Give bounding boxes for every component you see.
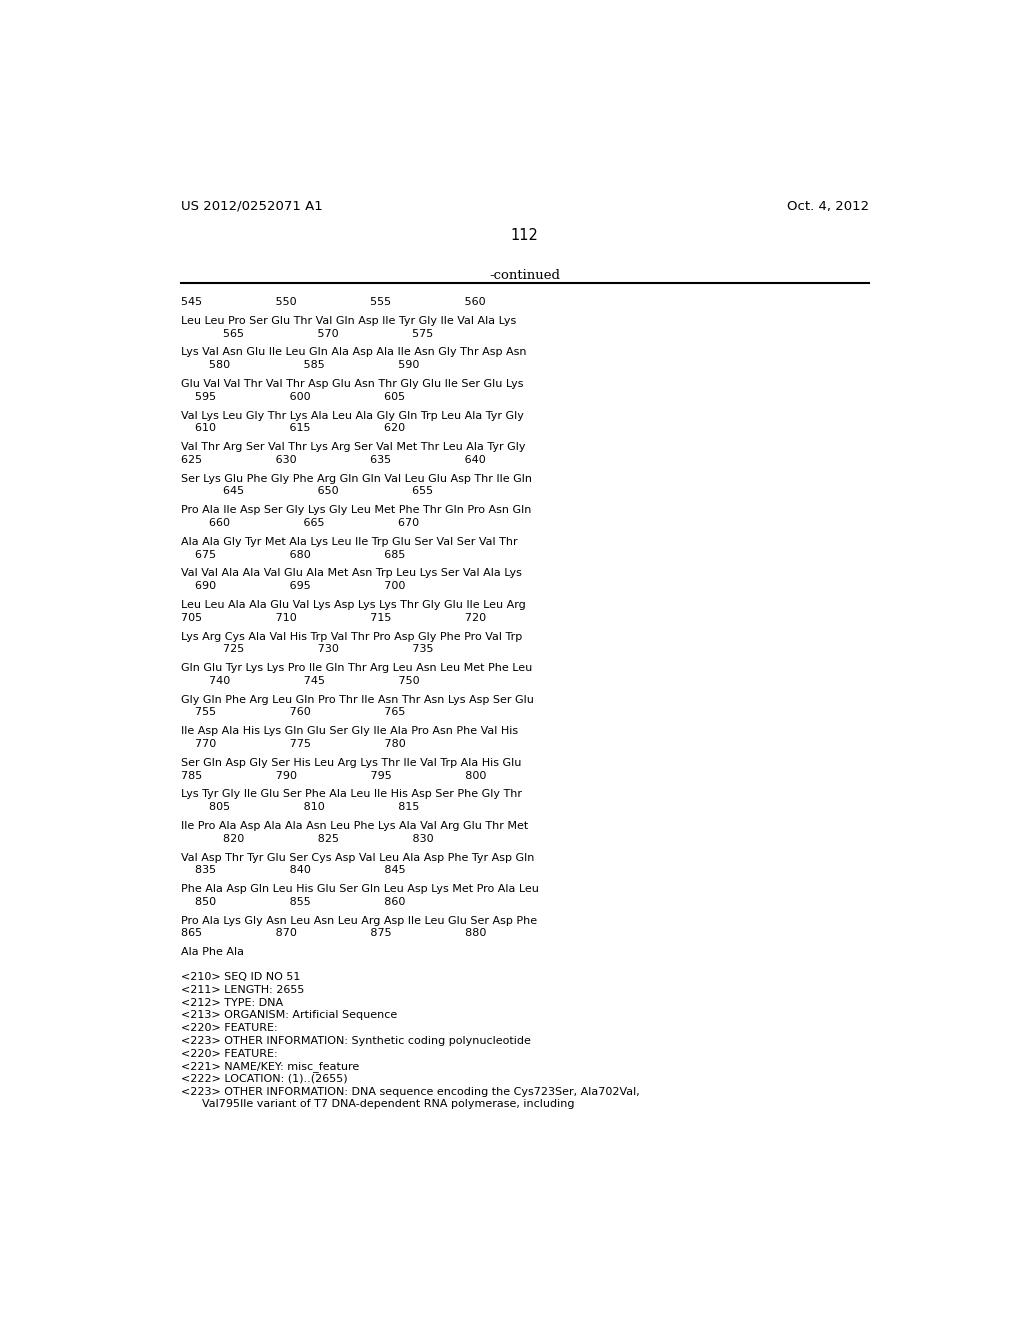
Text: Phe Ala Asp Gln Leu His Glu Ser Gln Leu Asp Lys Met Pro Ala Leu: Phe Ala Asp Gln Leu His Glu Ser Gln Leu … [180,884,539,894]
Text: 595                     600                     605: 595 600 605 [180,392,404,401]
Text: Gly Gln Phe Arg Leu Gln Pro Thr Ile Asn Thr Asn Lys Asp Ser Glu: Gly Gln Phe Arg Leu Gln Pro Thr Ile Asn … [180,694,534,705]
Text: Val Thr Arg Ser Val Thr Lys Arg Ser Val Met Thr Leu Ala Tyr Gly: Val Thr Arg Ser Val Thr Lys Arg Ser Val … [180,442,525,453]
Text: <222> LOCATION: (1)..(2655): <222> LOCATION: (1)..(2655) [180,1074,347,1084]
Text: 755                     760                     765: 755 760 765 [180,708,406,717]
Text: Leu Leu Pro Ser Glu Thr Val Gln Asp Ile Tyr Gly Ile Val Ala Lys: Leu Leu Pro Ser Glu Thr Val Gln Asp Ile … [180,315,516,326]
Text: Oct. 4, 2012: Oct. 4, 2012 [786,199,869,213]
Text: <220> FEATURE:: <220> FEATURE: [180,1048,278,1059]
Text: Lys Val Asn Glu Ile Leu Gln Ala Asp Ala Ile Asn Gly Thr Asp Asn: Lys Val Asn Glu Ile Leu Gln Ala Asp Ala … [180,347,526,358]
Text: -continued: -continued [489,269,560,282]
Text: 785                     790                     795                     800: 785 790 795 800 [180,771,486,780]
Text: 660                     665                     670: 660 665 670 [180,517,419,528]
Text: Gln Glu Tyr Lys Lys Pro Ile Gln Thr Arg Leu Asn Leu Met Phe Leu: Gln Glu Tyr Lys Lys Pro Ile Gln Thr Arg … [180,663,531,673]
Text: 740                     745                     750: 740 745 750 [180,676,419,686]
Text: Val Asp Thr Tyr Glu Ser Cys Asp Val Leu Ala Asp Phe Tyr Asp Gln: Val Asp Thr Tyr Glu Ser Cys Asp Val Leu … [180,853,535,862]
Text: <210> SEQ ID NO 51: <210> SEQ ID NO 51 [180,973,300,982]
Text: Ser Gln Asp Gly Ser His Leu Arg Lys Thr Ile Val Trp Ala His Glu: Ser Gln Asp Gly Ser His Leu Arg Lys Thr … [180,758,521,768]
Text: 705                     710                     715                     720: 705 710 715 720 [180,612,485,623]
Text: <223> OTHER INFORMATION: DNA sequence encoding the Cys723Ser, Ala702Val,: <223> OTHER INFORMATION: DNA sequence en… [180,1086,639,1097]
Text: <212> TYPE: DNA: <212> TYPE: DNA [180,998,283,1007]
Text: Ser Lys Glu Phe Gly Phe Arg Gln Gln Val Leu Glu Asp Thr Ile Gln: Ser Lys Glu Phe Gly Phe Arg Gln Gln Val … [180,474,531,483]
Text: 865                     870                     875                     880: 865 870 875 880 [180,928,486,939]
Text: <211> LENGTH: 2655: <211> LENGTH: 2655 [180,985,304,995]
Text: Lys Arg Cys Ala Val His Trp Val Thr Pro Asp Gly Phe Pro Val Trp: Lys Arg Cys Ala Val His Trp Val Thr Pro … [180,631,522,642]
Text: 725                     730                     735: 725 730 735 [180,644,433,655]
Text: Ile Asp Ala His Lys Gln Glu Ser Gly Ile Ala Pro Asn Phe Val His: Ile Asp Ala His Lys Gln Glu Ser Gly Ile … [180,726,518,737]
Text: Pro Ala Lys Gly Asn Leu Asn Leu Arg Asp Ile Leu Glu Ser Asp Phe: Pro Ala Lys Gly Asn Leu Asn Leu Arg Asp … [180,916,537,925]
Text: Pro Ala Ile Asp Ser Gly Lys Gly Leu Met Phe Thr Gln Pro Asn Gln: Pro Ala Ile Asp Ser Gly Lys Gly Leu Met … [180,506,531,515]
Text: <221> NAME/KEY: misc_feature: <221> NAME/KEY: misc_feature [180,1061,359,1072]
Text: 112: 112 [511,228,539,243]
Text: <220> FEATURE:: <220> FEATURE: [180,1023,278,1034]
Text: Glu Val Val Thr Val Thr Asp Glu Asn Thr Gly Glu Ile Ser Glu Lys: Glu Val Val Thr Val Thr Asp Glu Asn Thr … [180,379,523,389]
Text: 675                     680                     685: 675 680 685 [180,549,406,560]
Text: 645                     650                     655: 645 650 655 [180,487,433,496]
Text: Ala Ala Gly Tyr Met Ala Lys Leu Ile Trp Glu Ser Val Ser Val Thr: Ala Ala Gly Tyr Met Ala Lys Leu Ile Trp … [180,537,517,546]
Text: Val Val Ala Ala Val Glu Ala Met Asn Trp Leu Lys Ser Val Ala Lys: Val Val Ala Ala Val Glu Ala Met Asn Trp … [180,569,521,578]
Text: 565                     570                     575: 565 570 575 [180,329,433,338]
Text: Val795Ile variant of T7 DNA-dependent RNA polymerase, including: Val795Ile variant of T7 DNA-dependent RN… [180,1100,574,1109]
Text: 820                     825                     830: 820 825 830 [180,834,433,843]
Text: 690                     695                     700: 690 695 700 [180,581,406,591]
Text: <223> OTHER INFORMATION: Synthetic coding polynucleotide: <223> OTHER INFORMATION: Synthetic codin… [180,1036,530,1045]
Text: 770                     775                     780: 770 775 780 [180,739,406,748]
Text: 610                     615                     620: 610 615 620 [180,424,404,433]
Text: 850                     855                     860: 850 855 860 [180,896,406,907]
Text: US 2012/0252071 A1: US 2012/0252071 A1 [180,199,323,213]
Text: 835                     840                     845: 835 840 845 [180,866,406,875]
Text: Leu Leu Ala Ala Glu Val Lys Asp Lys Lys Thr Gly Glu Ile Leu Arg: Leu Leu Ala Ala Glu Val Lys Asp Lys Lys … [180,601,525,610]
Text: <213> ORGANISM: Artificial Sequence: <213> ORGANISM: Artificial Sequence [180,1010,397,1020]
Text: Lys Tyr Gly Ile Glu Ser Phe Ala Leu Ile His Asp Ser Phe Gly Thr: Lys Tyr Gly Ile Glu Ser Phe Ala Leu Ile … [180,789,521,800]
Text: Ala Phe Ala: Ala Phe Ala [180,948,244,957]
Text: Val Lys Leu Gly Thr Lys Ala Leu Ala Gly Gln Trp Leu Ala Tyr Gly: Val Lys Leu Gly Thr Lys Ala Leu Ala Gly … [180,411,523,421]
Text: 805                     810                     815: 805 810 815 [180,803,419,812]
Text: 625                     630                     635                     640: 625 630 635 640 [180,455,485,465]
Text: 545                     550                     555                     560: 545 550 555 560 [180,297,485,308]
Text: 580                     585                     590: 580 585 590 [180,360,419,370]
Text: Ile Pro Ala Asp Ala Ala Asn Leu Phe Lys Ala Val Arg Glu Thr Met: Ile Pro Ala Asp Ala Ala Asn Leu Phe Lys … [180,821,528,832]
